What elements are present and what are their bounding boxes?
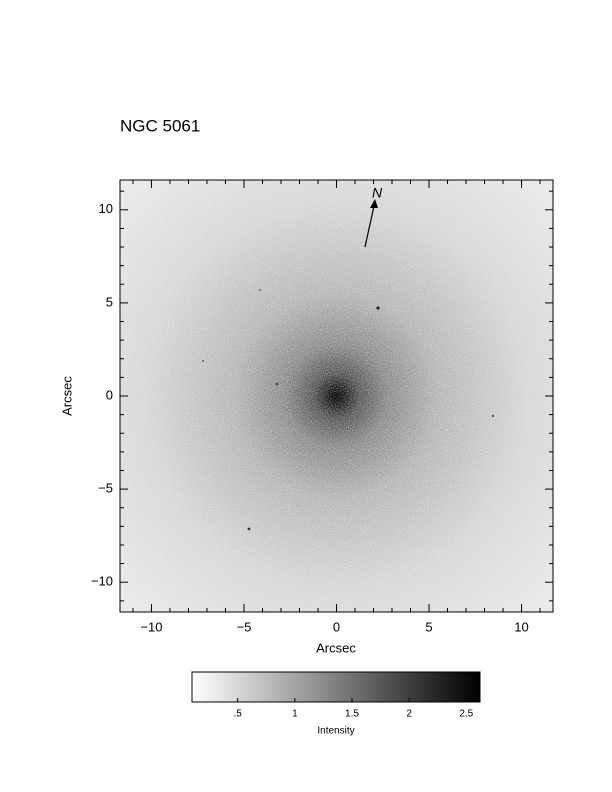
x-tick-label: 0 <box>333 619 340 634</box>
colorbar-label: Intensity <box>317 726 354 737</box>
chart-title: NGC 5061 <box>120 116 200 135</box>
colorbar <box>191 671 481 703</box>
north-arrow-head <box>370 199 378 208</box>
star <box>202 360 204 362</box>
y-tick-label: −10 <box>91 574 113 589</box>
x-tick-label: 5 <box>425 619 432 634</box>
galaxy-image <box>120 180 553 612</box>
y-tick-label: −5 <box>98 481 113 496</box>
star <box>491 414 495 418</box>
star <box>275 382 279 386</box>
x-tick-label: −5 <box>237 619 252 634</box>
colorbar-tick-label: 1 <box>292 709 298 720</box>
colorbar-tick-label: 2 <box>406 709 412 720</box>
colorbar-tick-label: 1.5 <box>345 709 359 720</box>
x-tick-label: −10 <box>140 619 162 634</box>
star <box>247 527 251 531</box>
north-label: N <box>372 185 383 201</box>
colorbar-tick-label: .5 <box>234 709 243 720</box>
north-arrow <box>364 205 375 248</box>
star <box>259 289 261 291</box>
colorbar-tick-label: 2.5 <box>459 709 473 720</box>
x-tick-label: 10 <box>514 619 528 634</box>
x-axis-label: Arcsec <box>316 640 356 655</box>
image-noise <box>120 180 553 612</box>
star <box>376 306 380 310</box>
y-tick-label: 0 <box>106 387 113 402</box>
y-axis-label: Arcsec <box>59 376 74 416</box>
y-tick-label: 10 <box>99 201 113 216</box>
y-tick-label: 5 <box>106 294 113 309</box>
